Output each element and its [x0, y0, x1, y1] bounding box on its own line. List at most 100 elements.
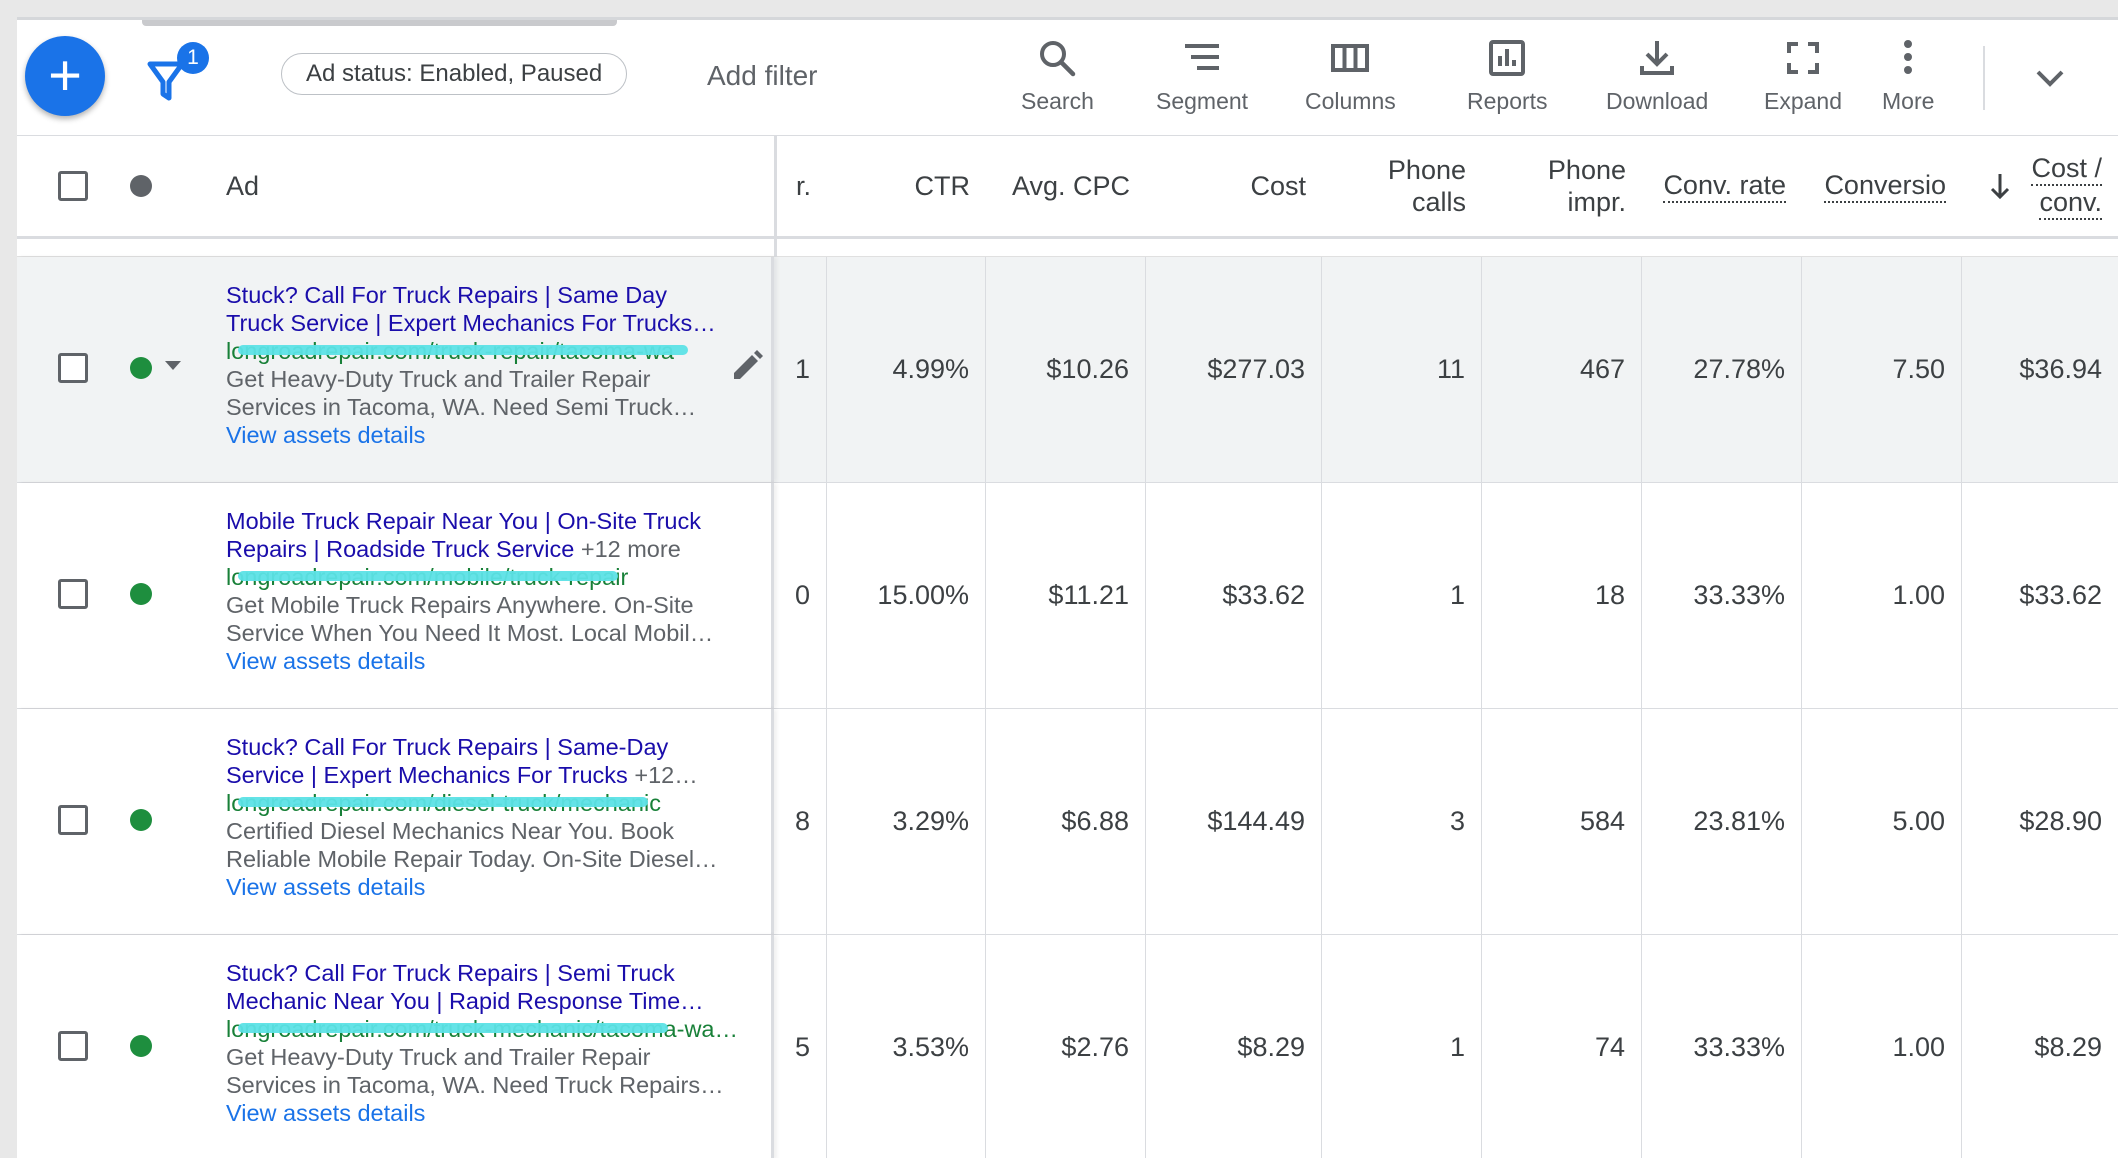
header-cost-conv-line1: Cost /	[2031, 152, 2102, 186]
header-phone-calls-line2: calls	[1411, 187, 1466, 217]
view-assets-link[interactable]: View assets details	[226, 1100, 426, 1126]
add-filter-button[interactable]: Add filter	[707, 60, 818, 91]
edit-pencil-icon[interactable]	[730, 349, 764, 383]
header-conversions-label: Conversio	[1824, 169, 1946, 203]
redaction-mark	[238, 345, 688, 355]
download-button[interactable]: Download	[1606, 38, 1708, 128]
table-row[interactable]: Mobile Truck Repair Near You | On-Site T…	[17, 483, 2118, 709]
add-ad-button[interactable]: +	[25, 36, 105, 116]
header-phone-calls[interactable]: Phone calls	[1322, 136, 1482, 236]
cell-conversions: 5.00	[1802, 709, 1962, 934]
more-button[interactable]: More	[1882, 38, 1934, 128]
filter-count-badge: 1	[177, 42, 209, 74]
row-checkbox[interactable]	[58, 579, 88, 609]
sort-descending-icon	[1991, 174, 2010, 200]
cell-phone-calls: 1	[1322, 935, 1482, 1158]
ad-headline-2[interactable]: Repairs | Roadside Truck Service +12 mor…	[226, 535, 746, 563]
panel-tab-handle	[142, 20, 617, 26]
ad-display-url: longroadrepair.com/truck-mechanic/tacoma…	[226, 1015, 746, 1043]
header-phone-impr[interactable]: Phone impr.	[1482, 136, 1642, 236]
redaction-mark	[238, 1023, 668, 1033]
ad-headline-line2: Truck Service | Expert Mechanics For Tru…	[226, 310, 716, 336]
ad-cell: Stuck? Call For Truck Repairs | Same Day…	[17, 257, 774, 482]
ad-cell: Stuck? Call For Truck Repairs | Semi Tru…	[17, 935, 774, 1158]
cell-ctr: 3.53%	[827, 935, 986, 1158]
header-ad[interactable]: Ad	[226, 136, 426, 236]
row-checkbox[interactable]	[58, 805, 88, 835]
header-cost-conv[interactable]: Cost / conv.	[1962, 136, 2118, 236]
ad-description-line2: Services in Tacoma, WA. Need Truck Repai…	[226, 1072, 724, 1098]
cell-conversions: 1.00	[1802, 483, 1962, 708]
chevron-down-icon[interactable]	[2030, 58, 2070, 98]
header-avg-cpc-label: Avg. CPC	[1011, 171, 1130, 201]
plus-icon: +	[48, 43, 82, 108]
table-toolbar: + 1 Ad status: Enabled, Paused Add filte…	[17, 20, 2118, 136]
view-assets-link[interactable]: View assets details	[226, 422, 426, 448]
ad-headline-2[interactable]: Service | Expert Mechanics For Trucks +1…	[226, 761, 746, 789]
ad-headline-line1: Stuck? Call For Truck Repairs | Semi Tru…	[226, 960, 675, 986]
cell-impr: 5	[777, 935, 827, 1158]
ad-headline[interactable]: Stuck? Call For Truck Repairs | Same-Day	[226, 733, 746, 761]
reports-label: Reports	[1467, 88, 1548, 114]
ad-headline[interactable]: Stuck? Call For Truck Repairs | Semi Tru…	[226, 959, 746, 987]
ads-table-panel: + 1 Ad status: Enabled, Paused Add filte…	[17, 17, 2118, 1158]
ad-display-url: longroadrepair.com/diesel-truck/mechanic	[226, 789, 746, 817]
ad-text-block: Stuck? Call For Truck Repairs | Same-Day…	[226, 733, 746, 901]
ad-headline[interactable]: Mobile Truck Repair Near You | On-Site T…	[226, 507, 746, 535]
row-checkbox[interactable]	[58, 1031, 88, 1061]
row-checkbox[interactable]	[58, 353, 88, 383]
download-label: Download	[1606, 88, 1709, 114]
segment-button[interactable]: Segment	[1156, 38, 1248, 128]
header-ctr-label: CTR	[914, 171, 971, 201]
table-row[interactable]: Stuck? Call For Truck Repairs | Same Day…	[17, 257, 2118, 483]
view-assets-link[interactable]: View assets details	[226, 874, 426, 900]
expand-button[interactable]: Expand	[1764, 38, 1842, 128]
ad-column-divider	[774, 136, 777, 236]
cell-ctr: 4.99%	[827, 257, 986, 482]
ad-description-line1: Get Mobile Truck Repairs Anywhere. On-Si…	[226, 592, 694, 618]
cell-impr: 0	[777, 483, 827, 708]
header-cost[interactable]: Cost	[1146, 136, 1322, 236]
cell-ctr: 15.00%	[827, 483, 986, 708]
table-row[interactable]: Stuck? Call For Truck Repairs | Same-Day…	[17, 709, 2118, 935]
cell-conversions: 7.50	[1802, 257, 1962, 482]
view-assets-link[interactable]: View assets details	[226, 648, 426, 674]
ad-status-filter-chip[interactable]: Ad status: Enabled, Paused	[281, 53, 628, 95]
columns-button[interactable]: Columns	[1305, 38, 1396, 128]
ad-display-url: longroadrepair.com/truck-repair/tacoma-w…	[226, 337, 746, 365]
header-ctr[interactable]: CTR	[827, 136, 986, 236]
search-button[interactable]: Search	[1021, 38, 1094, 128]
cell-avg-cpc: $11.21	[986, 483, 1146, 708]
status-enabled-icon[interactable]	[130, 1035, 152, 1057]
header-conversions[interactable]: Conversio	[1802, 136, 1962, 236]
table-body: Stuck? Call For Truck Repairs | Same Day…	[17, 257, 2118, 1158]
status-enabled-icon[interactable]	[130, 357, 152, 379]
select-all-checkbox[interactable]	[58, 171, 88, 201]
cell-cost-conv: $36.94	[2019, 354, 2102, 384]
status-dropdown-icon[interactable]	[163, 359, 183, 373]
cell-ctr: 3.29%	[827, 709, 986, 934]
cell-phone-calls: 3	[1322, 709, 1482, 934]
ad-headline[interactable]: Stuck? Call For Truck Repairs | Same Day	[226, 281, 746, 309]
ad-more-assets: +12…	[634, 762, 698, 788]
search-icon	[1040, 41, 1076, 77]
expand-icon	[1787, 42, 1819, 74]
ad-text-block: Stuck? Call For Truck Repairs | Semi Tru…	[226, 959, 746, 1127]
cell-phone-impr: 74	[1482, 935, 1642, 1158]
ad-headline-2[interactable]: Mechanic Near You | Rapid Response Time…	[226, 987, 746, 1015]
reports-button[interactable]: Reports	[1467, 38, 1548, 128]
ad-headline-2[interactable]: Truck Service | Expert Mechanics For Tru…	[226, 309, 746, 337]
header-impr[interactable]: r.	[777, 136, 827, 236]
header-avg-cpc[interactable]: Avg. CPC	[986, 136, 1146, 236]
cell-phone-impr: 467	[1482, 257, 1642, 482]
header-conv-rate[interactable]: Conv. rate	[1642, 136, 1802, 236]
status-enabled-icon[interactable]	[130, 583, 152, 605]
status-enabled-icon[interactable]	[130, 809, 152, 831]
cell-phone-impr: 18	[1482, 483, 1642, 708]
filter-button[interactable]: 1	[147, 42, 217, 112]
header-cost-conv-text: Cost / conv.	[2031, 152, 2102, 220]
table-row[interactable]: Stuck? Call For Truck Repairs | Semi Tru…	[17, 935, 2118, 1158]
status-header-icon	[130, 175, 152, 197]
ad-description-line1: Get Heavy-Duty Truck and Trailer Repair	[226, 1044, 651, 1070]
segment-label: Segment	[1156, 88, 1249, 114]
